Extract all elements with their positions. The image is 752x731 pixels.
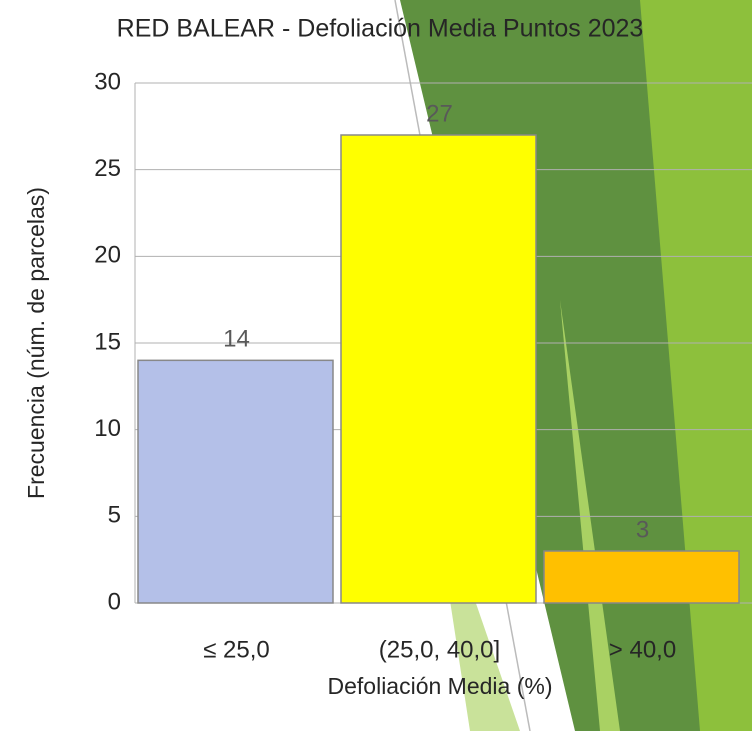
- x-tick-label: ≤ 25,0: [203, 636, 270, 663]
- y-tick-label: 30: [94, 68, 121, 95]
- bar: [137, 359, 334, 604]
- y-tick-label: 10: [94, 415, 121, 442]
- bar: [543, 550, 740, 604]
- x-tick-label: > 40,0: [609, 636, 676, 663]
- data-label: 27: [426, 100, 453, 127]
- y-tick-label: 5: [108, 502, 121, 529]
- y-tick-label: 0: [108, 588, 121, 615]
- chart-title: RED BALEAR - Defoliación Media Puntos 20…: [117, 15, 644, 43]
- data-label: 14: [223, 326, 250, 353]
- y-tick-label: 20: [94, 242, 121, 269]
- data-label: 3: [636, 516, 649, 543]
- y-axis-label: Frecuencia (núm. de parcelas): [23, 187, 49, 499]
- x-tick-label: (25,0, 40,0]: [379, 636, 500, 663]
- y-tick-label: 15: [94, 328, 121, 355]
- x-axis-label: Defoliación Media (%): [328, 673, 553, 699]
- bar: [340, 134, 537, 604]
- y-tick-label: 25: [94, 155, 121, 182]
